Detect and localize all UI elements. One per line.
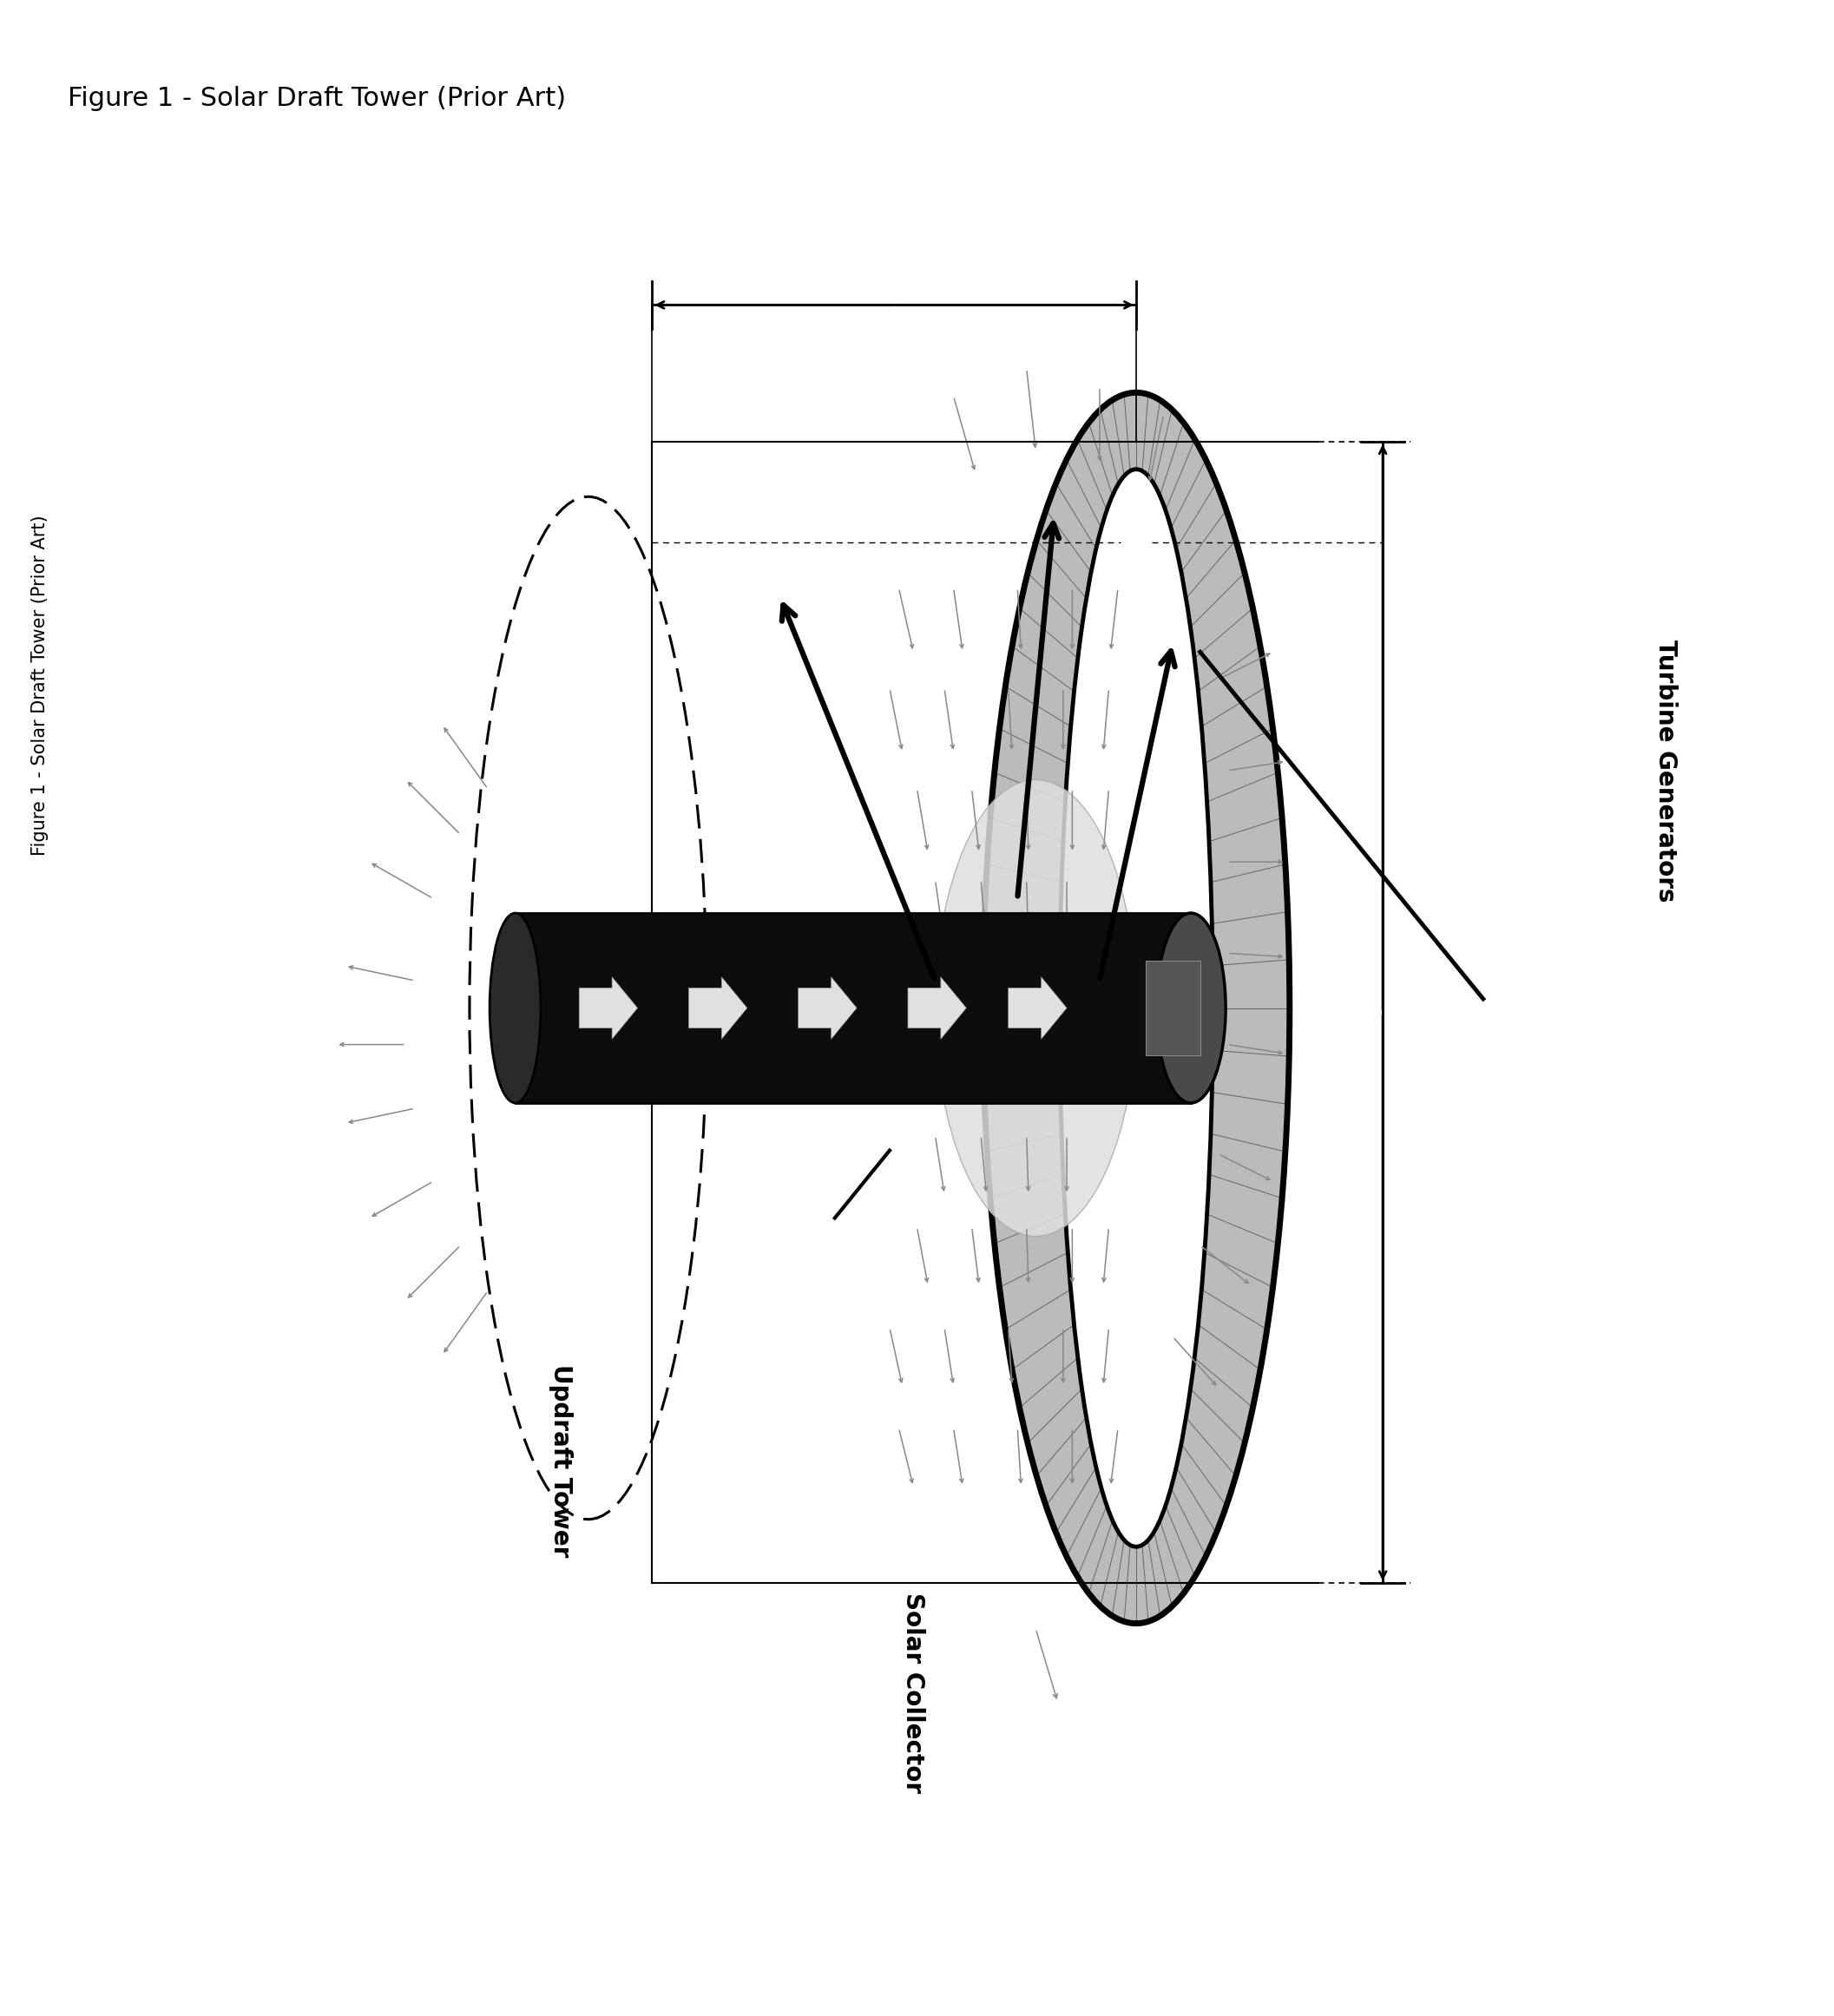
Ellipse shape (935, 780, 1137, 1236)
Text: Figure 1 - Solar Draft Tower (Prior Art): Figure 1 - Solar Draft Tower (Prior Art) (31, 514, 48, 855)
Ellipse shape (1060, 470, 1212, 1546)
Bar (515, 913, 1190, 1103)
FancyArrow shape (1009, 978, 1067, 1038)
Ellipse shape (1155, 913, 1225, 1103)
Text: Solar Collector: Solar Collector (900, 1593, 926, 1792)
Text: Updraft Tower: Updraft Tower (548, 1365, 572, 1556)
Ellipse shape (983, 393, 1289, 1623)
Text: Turbine Generators: Turbine Generators (1654, 639, 1678, 901)
FancyArrow shape (580, 978, 638, 1038)
FancyArrow shape (908, 978, 967, 1038)
Text: Figure 1 - Solar Draft Tower (Prior Art): Figure 1 - Solar Draft Tower (Prior Art) (68, 87, 567, 111)
FancyArrow shape (690, 978, 746, 1038)
Ellipse shape (490, 913, 541, 1103)
FancyArrow shape (798, 978, 856, 1038)
Bar (1144, 960, 1199, 1056)
